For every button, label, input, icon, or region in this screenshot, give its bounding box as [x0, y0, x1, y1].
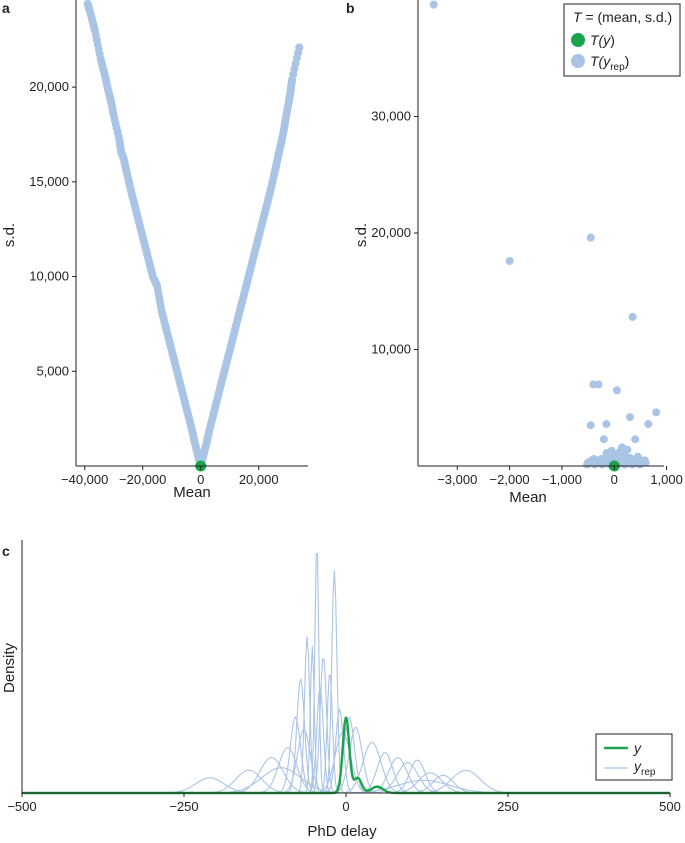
panel-c-ylabel: Density [1, 642, 18, 693]
panel-a-replicated-point [90, 23, 99, 32]
panel-a-y-tick-label: 5,000 [36, 363, 69, 378]
panel-a-replicated-point [95, 49, 104, 58]
panel-label-b: b [346, 0, 355, 16]
panel-b-replicated-point [628, 312, 637, 321]
panel-c-replicated-density-line [22, 686, 670, 794]
panel-b-replicated-point [623, 445, 632, 454]
panel-a-replicated-point [109, 109, 118, 118]
panel-c-replicated-density-line [22, 777, 670, 794]
panel-a-scatter: −40,000 −20,000 0 20,000 5,000 10,000 15,000 20… [1, 0, 308, 501]
panel-c-replicated-density-line [22, 570, 670, 794]
panel-b-replicated-point [429, 0, 438, 9]
panel-c-xlabel: PhD delay [307, 823, 377, 840]
panel-b-x-tick-label: 1,000 [650, 472, 683, 487]
panel-a-x-tick-label: −40,000 [61, 472, 108, 487]
panel-c-x-tick-label: −500 [7, 799, 36, 814]
panel-b-replicated-point [631, 435, 640, 444]
panel-b-y-tick-label: 10,000 [371, 342, 411, 357]
panel-b-x-tick-label: −1,000 [542, 472, 582, 487]
panel-a-y-tick-label: 15,000 [29, 174, 69, 189]
legend-replicated-marker [571, 54, 585, 68]
panel-b-scatter: −3,000 −2,000 −1,000 0 1,000 10,000 20,000 30,0… [353, 0, 683, 506]
panel-b-ylabel: s.d. [353, 223, 370, 247]
panel-label-a: a [2, 0, 10, 16]
panel-c-legend-item-replicated: yrep [633, 758, 656, 778]
panel-c-marks [22, 553, 670, 795]
panel-b-x-tick-label: −2,000 [490, 472, 530, 487]
panel-b-replicated-point [599, 435, 608, 444]
panel-a-y-tick-label: 10,000 [29, 269, 69, 284]
panel-c-legend: y yrep [595, 733, 673, 781]
panel-b-legend: T = (mean, s.d.) T(y) T(yrep) [563, 3, 681, 77]
panel-a-replicated-point [126, 184, 135, 193]
panel-b-replicated-point [644, 420, 653, 429]
panel-a-replicated-point [114, 132, 123, 141]
panel-b-replicated-point [586, 421, 595, 430]
panel-b-replicated-point [640, 456, 649, 465]
panel-b-replicated-point [594, 380, 603, 389]
panel-c-replicated-density-line [22, 731, 670, 794]
panel-b-replicated-point [602, 420, 611, 429]
panel-a-marks [83, 0, 304, 472]
panel-a-replicated-point [287, 77, 296, 86]
panel-b-legend-item-observed: T(y) [590, 32, 615, 48]
panel-a-xlabel: Mean [173, 484, 211, 501]
panel-b-xlabel: Mean [509, 489, 547, 506]
panel-c-x-tick-label: 250 [497, 799, 519, 814]
panel-a-replicated-point [294, 48, 303, 57]
panel-c-replicated-density-line [22, 729, 670, 794]
panel-b-y-tick-label: 20,000 [371, 225, 411, 240]
panel-c-x-tick-label: −250 [169, 799, 198, 814]
panel-b-x-tick-label: −3,000 [437, 472, 477, 487]
panel-b-x-tick-label: 0 [611, 472, 618, 487]
panel-label-c: c [2, 543, 10, 559]
panel-a-replicated-point [156, 302, 165, 311]
panel-b-replicated-point [612, 386, 621, 395]
panel-a-axes: −40,000 −20,000 0 20,000 5,000 10,000 15,000 20… [29, 0, 308, 487]
panel-c-legend-item-observed: y [633, 740, 642, 756]
panel-b-legend-item-replicated: T(yrep) [590, 53, 629, 73]
panel-a-y-tick-label: 20,000 [29, 79, 69, 94]
panel-b-legend-title: T = (mean, s.d.) [573, 9, 672, 25]
panel-a-ylabel: s.d. [1, 223, 18, 247]
panel-b-replicated-point [505, 256, 514, 265]
panel-c-replicated-density-line [22, 553, 670, 794]
panel-c-legend-box [595, 733, 673, 781]
panel-b-y-tick-label: 30,000 [371, 109, 411, 124]
panel-c-replicated-density-line [22, 774, 670, 794]
panel-c-x-tick-label: 0 [342, 799, 349, 814]
panel-c-replicated-density-line [22, 759, 670, 794]
panel-b-replicated-point [652, 408, 661, 417]
panel-a-x-tick-label: −20,000 [119, 472, 166, 487]
panel-c-replicated-density-line [22, 779, 670, 794]
panel-b-replicated-point [586, 233, 595, 242]
panel-c-density: −500 −250 0 250 500 PhD delay Density y yrep [1, 540, 681, 840]
panel-c-axes: −500 −250 0 250 500 [7, 540, 681, 814]
panel-c-replicated-density-line [22, 717, 670, 794]
panel-a-x-tick-label: 20,000 [239, 472, 279, 487]
panel-a-x-tick-label: 0 [197, 472, 204, 487]
panel-b-replicated-point [625, 413, 634, 422]
legend-observed-marker [571, 33, 585, 47]
panel-b-axes: −3,000 −2,000 −1,000 0 1,000 10,000 20,000 30,0… [371, 0, 683, 487]
panel-a-replicated-point [265, 190, 274, 199]
panel-c-x-tick-label: 500 [659, 799, 681, 814]
